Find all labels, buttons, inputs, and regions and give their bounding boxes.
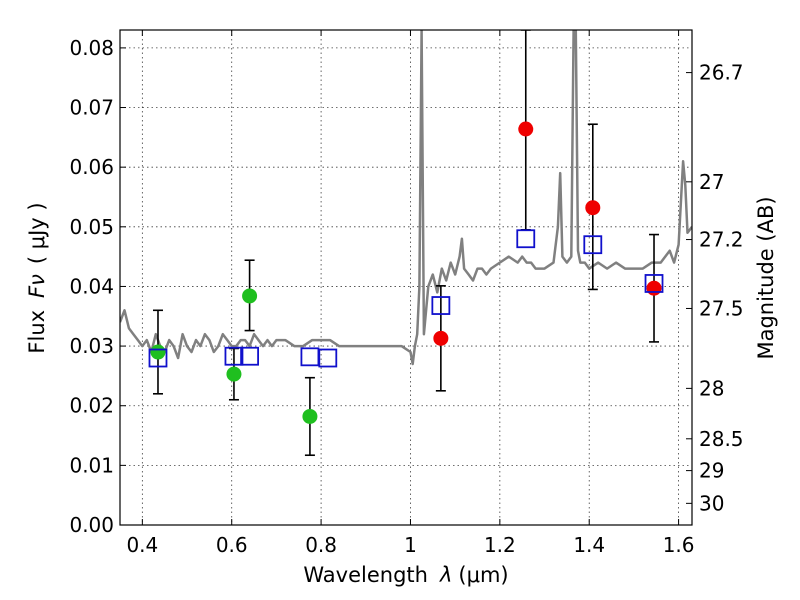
model-square: [240, 346, 259, 366]
photometry-point: [518, 121, 534, 137]
data-markers: [148, 121, 664, 424]
spectrum-line: [120, 30, 692, 366]
x-axis-title: Wavelength λ (μm): [303, 563, 508, 587]
plot-background: [120, 30, 692, 525]
photometry-point: [242, 288, 258, 304]
y2-tick-label: 29: [699, 459, 724, 483]
x-tick-label: 0.6: [216, 533, 248, 557]
y-tick-label: 0.00: [69, 513, 114, 537]
photometry-point: [646, 280, 662, 296]
model-square: [431, 296, 451, 315]
y2-tick-label: 27.5: [699, 296, 744, 320]
x-tick-label: 0.8: [305, 533, 337, 557]
photometry-point: [226, 366, 242, 382]
x-axis-symbol: λ: [439, 563, 452, 587]
x-tick-label: 1.2: [484, 533, 516, 557]
y2-tick-label: 28: [699, 376, 724, 400]
y-axis-symbol: Fν: [25, 274, 49, 298]
y2-tick-label: 28.5: [699, 427, 744, 451]
y2-tick-label: 26.7: [699, 61, 744, 85]
y-tick-label: 0.06: [69, 155, 114, 179]
plot-area: [120, 30, 692, 457]
photometry-point: [585, 200, 601, 216]
x-tick-label: 0.4: [126, 533, 158, 557]
y2-tick-label: 27.2: [699, 228, 744, 252]
x-axis-unit: (μm): [458, 563, 508, 587]
x-tick-label: 1.6: [663, 533, 695, 557]
model-square: [644, 274, 664, 293]
y-tick-label: 0.03: [69, 334, 114, 358]
y2-axis-tick-labels: 26.7 27 27.2 27.5 28 28.5 29 30: [699, 61, 744, 516]
photometry-point: [302, 408, 318, 424]
model-square: [583, 235, 603, 255]
x-tick-label: 1.4: [573, 533, 605, 557]
x-tick-label: 1: [404, 533, 417, 557]
x-axis-tick-labels: 0.4 0.6 0.8 1 1.2 1.4 1.6: [126, 533, 694, 557]
plot-frame: [119, 29, 693, 526]
photometry-point: [150, 344, 166, 360]
model-square: [318, 348, 338, 368]
y-tick-label: 0.08: [69, 36, 114, 60]
x-axis-label: Wavelength: [303, 563, 428, 587]
y-tick-label: 0.02: [69, 394, 114, 418]
y2-axis-title: Magnitude (AB): [754, 196, 778, 359]
y-tick-label: 0.07: [69, 96, 114, 120]
model-square: [148, 348, 168, 368]
y-axis-unit: ( μJy ): [25, 202, 49, 264]
photometry-point: [433, 330, 449, 346]
y2-tick-label: 30: [699, 491, 724, 515]
axis-ticks: [120, 30, 692, 526]
y-tick-label: 0.01: [69, 453, 114, 477]
y-axis-title: Flux Fν ( μJy ): [25, 202, 49, 353]
y-tick-label: 0.05: [69, 215, 114, 239]
grid: [120, 30, 692, 526]
model-square: [516, 229, 536, 249]
model-square: [224, 346, 244, 366]
y2-tick-label: 27: [699, 170, 724, 194]
y-axis-label: Flux: [25, 310, 49, 354]
y-tick-label: 0.04: [69, 274, 114, 298]
y-axis-tick-labels: 0.00 0.01 0.02 0.03 0.04 0.05 0.06 0.07 0.08: [69, 36, 114, 537]
